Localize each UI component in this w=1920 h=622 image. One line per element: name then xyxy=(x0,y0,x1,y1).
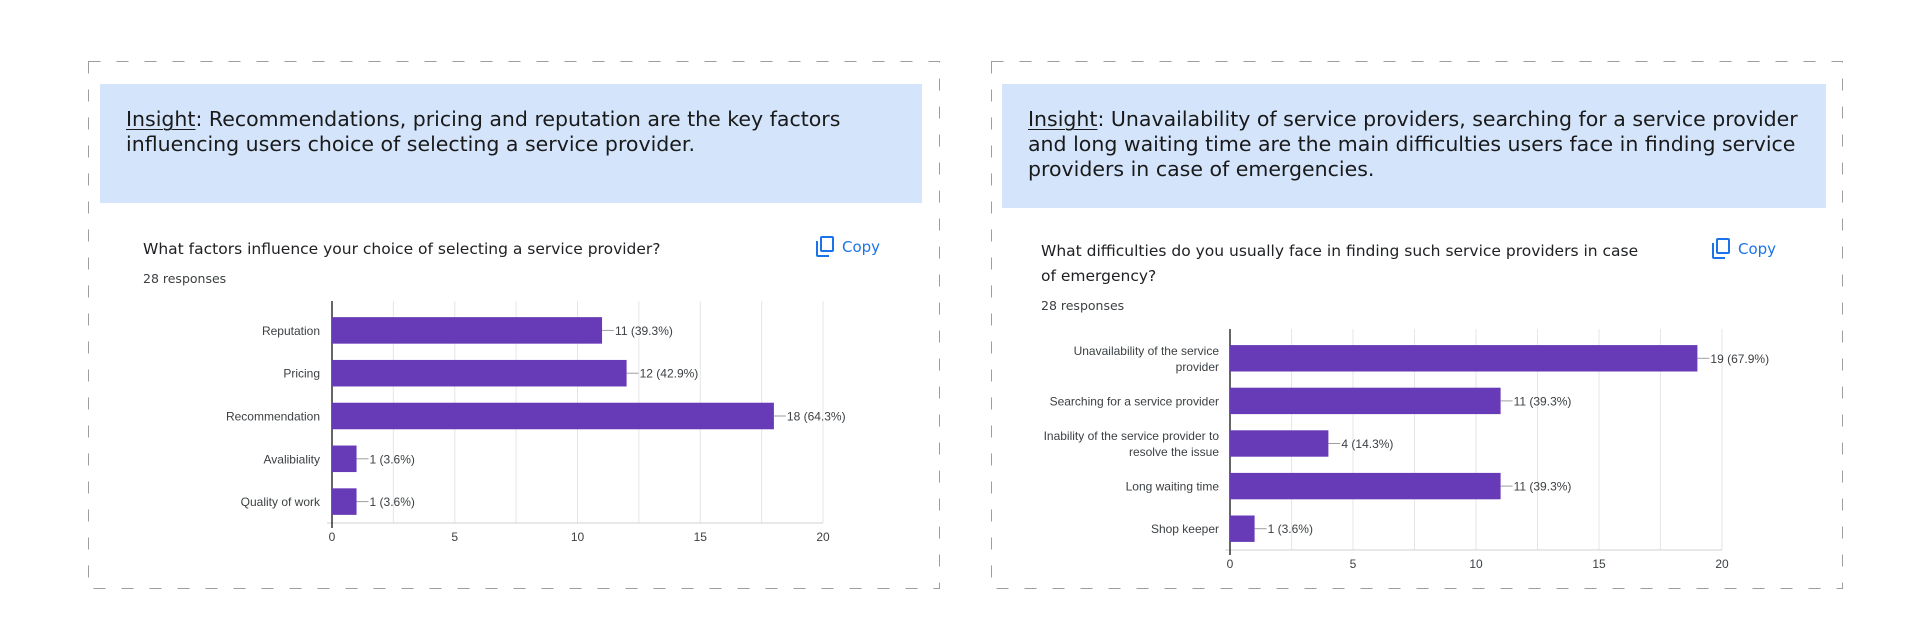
bar xyxy=(332,402,774,430)
insight-box: Insight: Recommendations, pricing and re… xyxy=(100,84,922,203)
category-label: Unavailability of the service provider xyxy=(1074,344,1220,374)
x-tick-label: 5 xyxy=(451,530,458,544)
insight-label: Insight xyxy=(126,107,196,131)
category-label: Inability of the service provider to reso… xyxy=(1044,429,1220,459)
data-label: 1 (3.6%) xyxy=(370,452,415,466)
x-tick-label: 15 xyxy=(694,530,708,544)
category-label: Searching for a service provider xyxy=(1050,394,1219,408)
bar xyxy=(1230,345,1698,372)
x-tick-label: 20 xyxy=(1715,557,1729,571)
insight-label: Insight xyxy=(1028,107,1098,131)
copy-button[interactable]: Copy xyxy=(816,236,880,257)
bar xyxy=(332,317,603,344)
copy-icon xyxy=(1712,238,1730,259)
bar xyxy=(332,488,357,515)
response-count: 28 responses xyxy=(1041,298,1125,313)
x-tick-label: 20 xyxy=(816,530,830,544)
category-label: Pricing xyxy=(283,367,320,381)
bar xyxy=(1230,387,1501,415)
category-label: Shop keeper xyxy=(1151,522,1219,536)
dashed-border xyxy=(88,61,940,589)
insight-box: Insight: Unavailability of service provi… xyxy=(1002,84,1826,208)
data-label: 12 (42.9%) xyxy=(640,367,699,381)
x-tick-label: 5 xyxy=(1350,557,1357,571)
bar xyxy=(1230,515,1255,542)
data-label: 1 (3.6%) xyxy=(1268,522,1313,536)
dashed-border xyxy=(991,61,1843,589)
question-title: What difficulties do you usually face in… xyxy=(1041,242,1639,285)
bar-chart-factors: 0 5 10 15 20 11 (39.3%) Reputation 12 (42.9%) Pr… xyxy=(226,301,846,544)
x-tick-label: 10 xyxy=(1469,557,1483,571)
x-tick-label: 15 xyxy=(1592,557,1606,571)
data-label: 11 (39.3%) xyxy=(615,324,673,338)
bar xyxy=(1230,430,1329,457)
question-title: What factors influence your choice of se… xyxy=(143,240,661,258)
x-tick-label: 0 xyxy=(1227,557,1234,571)
category-label: Long waiting time xyxy=(1126,480,1220,494)
bar xyxy=(332,445,357,473)
copy-button[interactable]: Copy xyxy=(1712,238,1776,259)
data-label: 4 (14.3%) xyxy=(1341,437,1393,451)
insight-text: : Unavailability of service providers, s… xyxy=(1028,107,1798,181)
data-label: 11 (39.3%) xyxy=(1514,394,1572,408)
category-label: Recommendation xyxy=(226,410,320,424)
insight-card-left: Insight: Recommendations, pricing and re… xyxy=(88,61,940,589)
x-tick-label: 10 xyxy=(571,530,585,544)
category-label: Avalibiality xyxy=(264,452,320,466)
x-tick-label: 0 xyxy=(329,530,336,544)
data-label: 19 (67.9%) xyxy=(1710,352,1769,366)
bar xyxy=(332,359,627,387)
response-count: 28 responses xyxy=(143,271,227,286)
category-label: Quality of work xyxy=(241,495,321,509)
bar xyxy=(1230,472,1501,500)
copy-label: Copy xyxy=(1738,239,1777,258)
insight-card-right: Insight: Unavailability of service provi… xyxy=(991,61,1843,589)
insight-text: : Recommendations, pricing and reputatio… xyxy=(126,107,841,156)
category-label: Reputation xyxy=(262,324,320,338)
bar-chart-difficulties: 0 5 10 15 20 19 (67.9%) Unavailability of the … xyxy=(1044,329,1769,571)
data-label: 18 (64.3%) xyxy=(787,410,846,424)
copy-label: Copy xyxy=(842,237,881,256)
copy-icon xyxy=(816,236,834,257)
data-label: 11 (39.3%) xyxy=(1514,480,1572,494)
data-label: 1 (3.6%) xyxy=(370,495,415,509)
